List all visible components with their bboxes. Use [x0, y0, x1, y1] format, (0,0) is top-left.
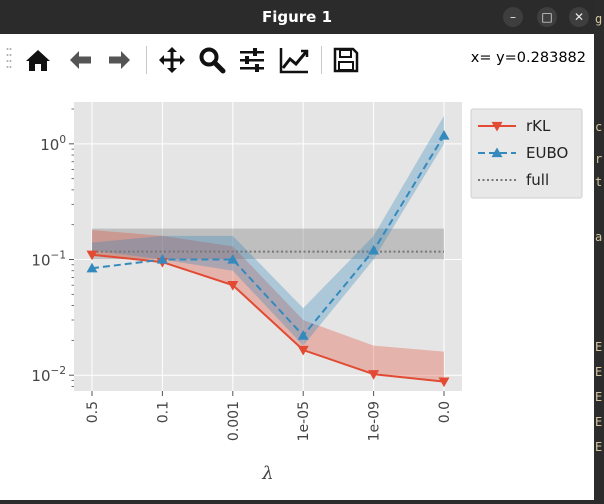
x-tick-label: 0.5: [85, 401, 101, 423]
chart: 0.5 0.1 0.001 1e-05 1e-09 0.0 100 10−1 10−2 λ rKL E…: [31, 102, 583, 484]
back-button[interactable]: [64, 44, 96, 76]
toolbar-grip-icon: [6, 48, 12, 68]
y-tick-label: 100: [40, 134, 66, 154]
close-icon: ✕: [573, 10, 585, 24]
edit-axis-button[interactable]: [278, 44, 310, 76]
toolbar-separator: [321, 46, 322, 74]
minimize-button[interactable]: –: [503, 7, 523, 27]
configure-subplots-icon: [240, 48, 264, 72]
back-icon: [70, 51, 91, 69]
figure-canvas[interactable]: 0.5 0.1 0.001 1e-05 1e-09 0.0 100 10−1 10−2 λ rKL E…: [0, 86, 594, 500]
toolbar-separator: [146, 46, 147, 74]
legend-label: EUBO: [526, 144, 568, 162]
save-icon: [333, 47, 359, 73]
x-tick-label: 0.001: [226, 401, 242, 441]
legend-label: rKL: [526, 117, 551, 135]
x-tick-label: 1e-09: [367, 401, 383, 441]
legend-label: full: [526, 171, 549, 189]
edit-axis-icon: [279, 48, 309, 74]
figure-window: Figure 1 – □ ✕: [0, 0, 594, 500]
x-tick-label: 1e-05: [296, 401, 312, 441]
y-tick-label: 10−2: [31, 365, 66, 385]
coordinate-readout: x= y=0.283882: [470, 50, 586, 66]
titlebar: Figure 1 – □ ✕: [0, 0, 594, 34]
eubo-band: [92, 115, 444, 346]
home-icon: [26, 50, 50, 71]
minimize-icon: –: [510, 10, 516, 24]
zoom-icon: [199, 47, 226, 74]
legend-marker: [491, 147, 503, 158]
x-tick-label: 0.1: [155, 401, 171, 423]
window-title: Figure 1: [261, 8, 333, 26]
eubo-marker: [438, 130, 450, 140]
eubo-marker: [297, 330, 309, 340]
configure-subplots-button[interactable]: [236, 44, 268, 76]
close-button[interactable]: ✕: [569, 7, 589, 27]
eubo-marker: [227, 254, 239, 264]
maximize-icon: □: [541, 10, 553, 24]
toolbar: x= y=0.283882: [0, 34, 594, 86]
legend-marker: [491, 121, 503, 132]
eubo-marker: [156, 254, 168, 264]
rkl-marker: [368, 370, 380, 380]
eubo-marker: [368, 244, 380, 255]
forward-icon: [109, 51, 130, 69]
home-button[interactable]: [22, 44, 54, 76]
maximize-button[interactable]: □: [537, 7, 557, 27]
rkl-marker: [438, 377, 450, 388]
rkl-marker: [86, 250, 98, 261]
rkl-marker: [227, 281, 239, 291]
plot-area: [74, 102, 462, 391]
pan-button[interactable]: [156, 44, 188, 76]
rkl-band: [92, 229, 444, 382]
legend-box: [470, 108, 583, 199]
eubo-marker: [86, 262, 98, 273]
forward-button[interactable]: [104, 44, 136, 76]
x-tick-label: 0.0: [437, 401, 453, 423]
pan-icon: [159, 47, 185, 73]
save-button[interactable]: [330, 44, 362, 76]
full-band: [92, 228, 444, 260]
zoom-button[interactable]: [196, 44, 228, 76]
eubo-line: [91, 135, 445, 338]
x-axis-label: λ: [261, 463, 273, 484]
rkl-marker: [297, 345, 309, 356]
y-tick-label: 10−1: [31, 250, 66, 270]
